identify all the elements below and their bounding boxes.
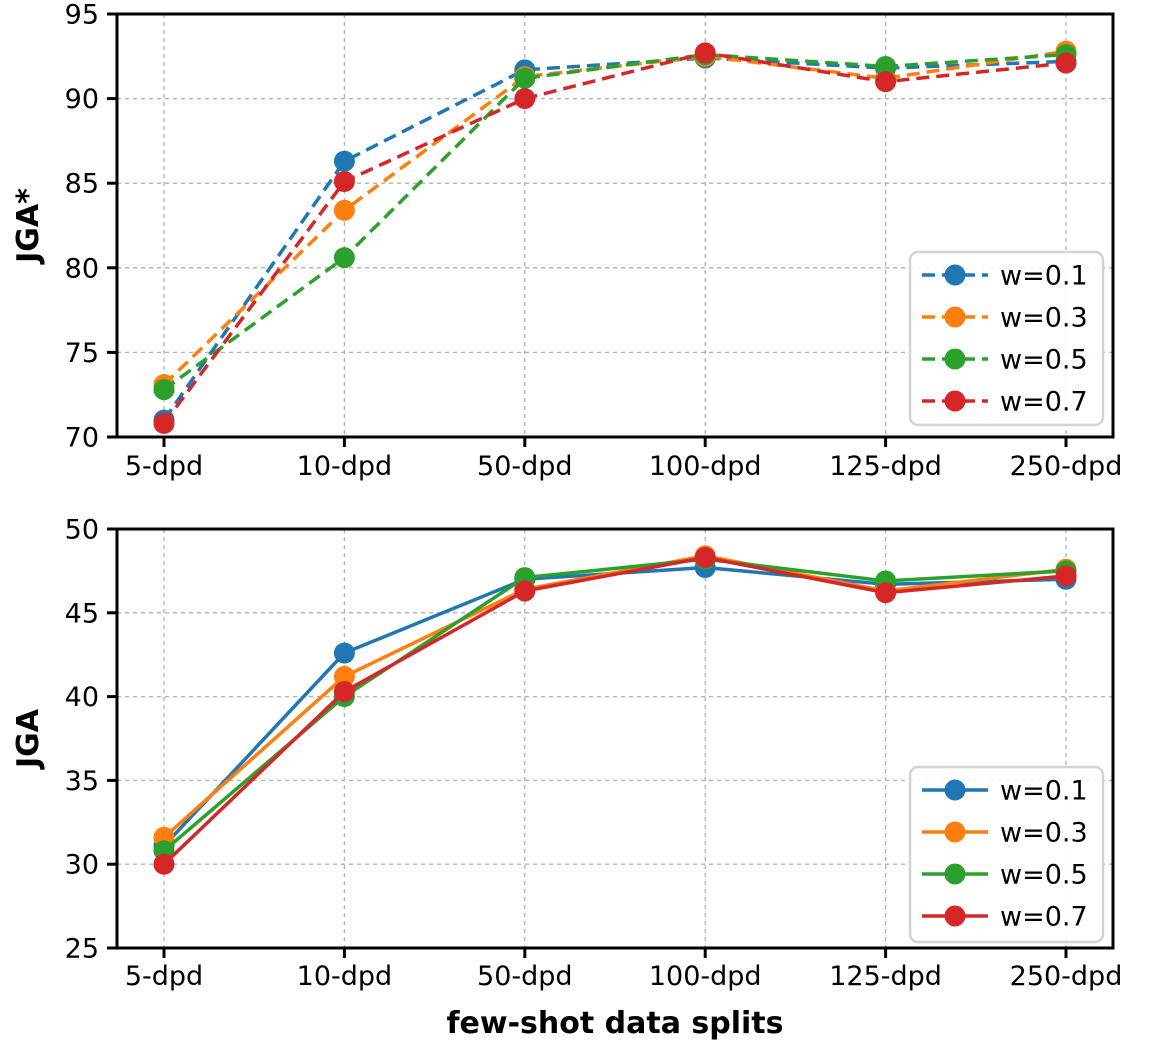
y-tick-label: 75 [65, 338, 99, 369]
legend-marker [944, 264, 966, 286]
data-point-marker [1055, 52, 1077, 74]
legend-label: w=0.7 [1000, 901, 1088, 932]
y-tick-label: 70 [65, 422, 99, 453]
plot-spines [115, 12, 1115, 439]
series-w07 [153, 42, 1077, 434]
y-tick-label: 50 [65, 514, 99, 545]
y-tick-label: 90 [65, 84, 99, 115]
data-point-marker [333, 199, 355, 221]
legend-label: w=0.1 [1000, 775, 1088, 806]
x-tick-label: 100-dpd [649, 961, 762, 992]
legend-entry: w=0.7 [922, 901, 1088, 932]
data-point-marker [875, 582, 897, 604]
data-point-marker [333, 681, 355, 703]
legend-marker [944, 905, 966, 927]
series-line [162, 56, 1067, 422]
legend-label: w=0.3 [1000, 817, 1088, 848]
jga-star-chart: 70 75 80 85 90 95 JGA* 5-dpd 10-dpd 50-dpd 100-dpd… [11, 0, 1122, 482]
legend-marker [944, 821, 966, 843]
y-axis-label: JGA [11, 708, 46, 770]
y-tick-label: 35 [65, 766, 99, 797]
legend-label: w=0.5 [1000, 344, 1088, 375]
legend-marker [944, 306, 966, 328]
x-axis: 5-dpd 10-dpd 50-dpd 100-dpd 125-dpd 250-dpd [125, 437, 1123, 482]
legend-entry: w=0.5 [922, 859, 1088, 890]
data-point-marker [875, 71, 897, 93]
data-point-marker [333, 150, 355, 172]
data-point-marker [333, 665, 355, 687]
x-tick-label: 100-dpd [649, 451, 762, 482]
legend-entry: w=0.5 [922, 344, 1088, 375]
y-tick-label: 95 [65, 0, 99, 30]
x-tick-label: 50-dpd [477, 451, 573, 482]
y-axis: 25 30 35 40 45 50 JGA [11, 514, 117, 964]
series-line [162, 51, 1067, 425]
legend: w=0.1 w=0.3 w=0.5 w=0.7 [908, 250, 1105, 427]
legend-label: w=0.3 [1000, 302, 1088, 333]
series-line [162, 555, 1067, 866]
x-tick-label: 125-dpd [829, 451, 942, 482]
y-tick-label: 45 [65, 598, 99, 629]
legend-entry: w=0.1 [922, 260, 1088, 291]
series-line [162, 52, 1067, 392]
legend-box [908, 765, 1105, 944]
jga-chart: 25 30 35 40 45 50 JGA 5-dpd 10-dpd 50-dpd 100-dpd 1… [11, 514, 1122, 1041]
y-axis: 70 75 80 85 90 95 JGA* [11, 0, 117, 453]
legend-label: w=0.5 [1000, 859, 1088, 890]
legend-label: w=0.1 [1000, 260, 1088, 291]
data-point-marker [153, 379, 175, 401]
legend-marker [944, 390, 966, 412]
x-tick-label: 50-dpd [477, 961, 573, 992]
data-point-marker [153, 853, 175, 875]
data-point-marker [333, 171, 355, 193]
y-tick-label: 80 [65, 253, 99, 284]
legend-entry: w=0.7 [922, 386, 1088, 417]
x-tick-label: 125-dpd [829, 961, 942, 992]
x-tick-label: 250-dpd [1010, 451, 1123, 482]
plot-spines [115, 527, 1115, 950]
x-axis: 5-dpd 10-dpd 50-dpd 100-dpd 125-dpd 250-dpd fe… [125, 948, 1123, 1041]
data-point-marker [514, 580, 536, 602]
y-axis-label: JGA* [11, 188, 46, 265]
legend-label: w=0.7 [1000, 386, 1088, 417]
y-tick-label: 30 [65, 850, 99, 881]
x-tick-label: 5-dpd [125, 961, 203, 992]
data-point-marker [333, 247, 355, 269]
y-tick-label: 25 [65, 933, 99, 964]
x-axis-label: few-shot data splits [446, 1006, 783, 1041]
series-w07 [153, 546, 1077, 875]
x-tick-label: 10-dpd [297, 451, 393, 482]
legend-entry: w=0.3 [922, 302, 1088, 333]
x-tick-label: 10-dpd [297, 961, 393, 992]
data-point-marker [694, 546, 716, 568]
x-tick-label: 250-dpd [1010, 961, 1123, 992]
legend-box [908, 250, 1105, 427]
y-tick-label: 85 [65, 169, 99, 200]
legend-entry: w=0.1 [922, 775, 1088, 806]
legend-entry: w=0.3 [922, 817, 1088, 848]
data-point-marker [694, 42, 716, 64]
data-point-marker [875, 55, 897, 77]
legend: w=0.1 w=0.3 w=0.5 w=0.7 [908, 765, 1105, 944]
legend-marker [944, 348, 966, 370]
data-point-marker [514, 67, 536, 89]
data-point-marker [153, 412, 175, 434]
legend-marker [944, 863, 966, 885]
data-point-marker [333, 642, 355, 664]
legend-marker [944, 779, 966, 801]
x-tick-label: 5-dpd [125, 451, 203, 482]
y-tick-label: 40 [65, 682, 99, 713]
data-point-marker [514, 88, 536, 110]
data-point-marker [1055, 565, 1077, 587]
